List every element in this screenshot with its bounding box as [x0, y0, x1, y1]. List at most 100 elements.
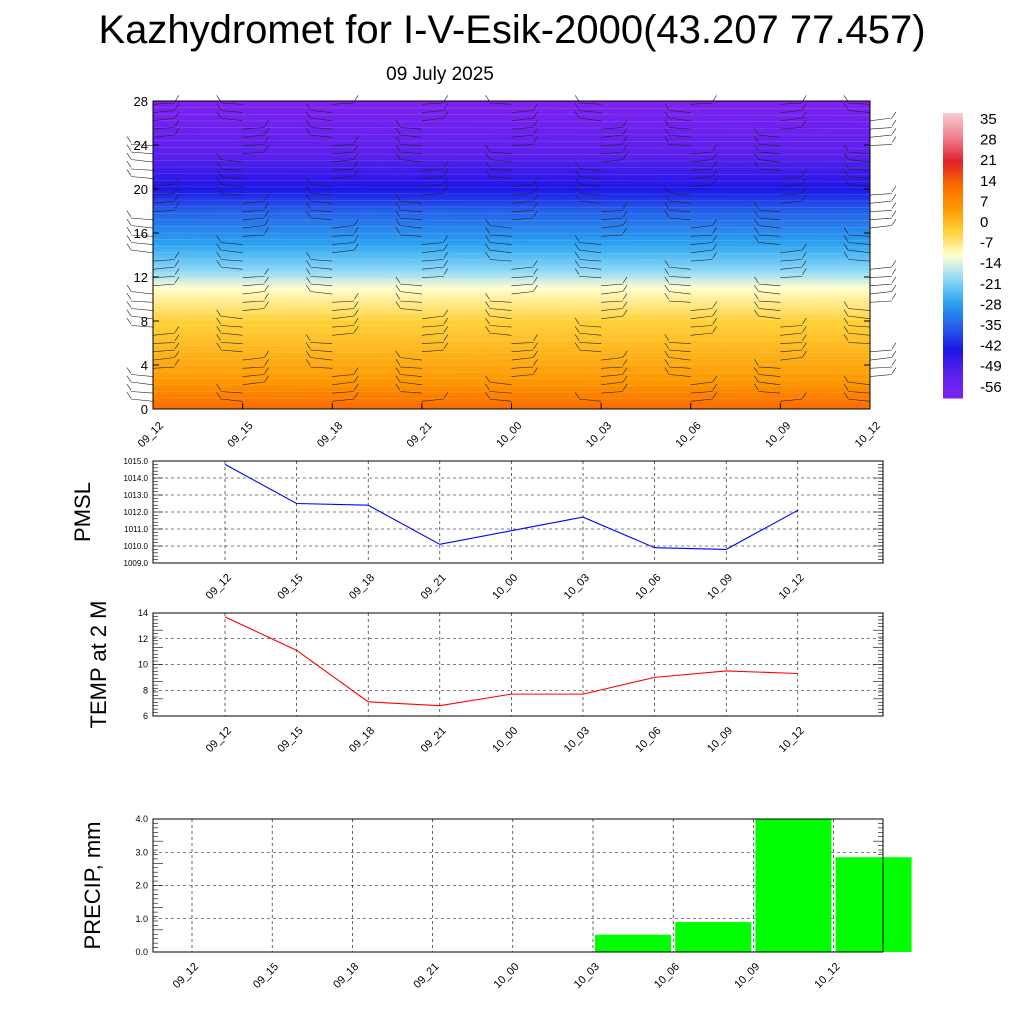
wind-barb: [690, 234, 713, 237]
colorbar-band: [943, 319, 963, 323]
wind-barb: [847, 159, 871, 163]
wind-barb-flag: [126, 383, 132, 391]
wind-barb-flag: [622, 375, 628, 382]
wind-barb: [242, 300, 265, 303]
wind-barb: [220, 398, 243, 402]
wind-barb-flag: [306, 334, 311, 341]
colorbar-band: [943, 193, 963, 197]
wind-barb-flag: [264, 301, 269, 308]
xtick-label: 10_09: [732, 961, 762, 991]
wind-barb: [310, 283, 333, 287]
wind-barb: [399, 283, 422, 287]
wind-barb-flag: [622, 301, 628, 308]
contour-line: [152, 305, 871, 307]
xtick-label: 10_00: [492, 961, 522, 991]
ytick-label: 2.0: [135, 881, 148, 891]
xtick-label: 10_09: [705, 572, 735, 602]
wind-barb: [668, 374, 691, 377]
colorbar-band: [943, 177, 963, 180]
wind-barb: [511, 291, 534, 295]
colorbar-band: [943, 355, 963, 359]
wind-barb: [579, 102, 602, 105]
wind-barb: [668, 349, 691, 353]
ytick-label: 8: [143, 685, 148, 695]
wind-barb-flag: [126, 375, 132, 382]
wind-barb-flag: [485, 375, 490, 382]
colorbar-band: [943, 205, 963, 209]
wind-barb-flag: [395, 136, 401, 143]
wind-barb-flag: [443, 235, 449, 242]
ytick-label: 4.0: [135, 814, 148, 824]
colorbar-band: [943, 238, 963, 242]
colorbar-band: [943, 379, 963, 382]
heatmap-xtick-label: 10_03: [584, 420, 614, 450]
wind-barb: [152, 259, 176, 262]
wind-barb-flag: [533, 210, 538, 217]
colorbar-band: [943, 250, 963, 254]
wind-barb-flag: [126, 284, 132, 292]
wind-barb: [242, 200, 265, 204]
wind-barb: [690, 398, 713, 402]
wind-barb-flag: [754, 359, 759, 366]
wind-barb-flag: [533, 284, 538, 292]
wind-barb: [152, 266, 176, 270]
colorbar-band: [943, 132, 963, 135]
wind-barb: [399, 217, 422, 221]
xtick-label: 10_09: [705, 725, 735, 755]
wind-barb: [489, 159, 512, 163]
wind-barb: [310, 366, 333, 369]
contour-line: [152, 363, 871, 366]
wind-barb-flag: [843, 227, 849, 234]
wind-barb-flag: [354, 309, 359, 316]
colorbar-band: [943, 352, 963, 356]
wind-barb-flag: [802, 243, 807, 250]
wind-barb: [869, 276, 893, 278]
wind-barb: [869, 266, 893, 270]
colorbar-band: [943, 153, 963, 157]
wind-barb: [489, 151, 512, 155]
heatmap-xtick-label: 09_12: [136, 420, 166, 450]
colorbar-band: [943, 208, 963, 211]
wind-barb: [511, 183, 534, 188]
wind-barb: [668, 217, 691, 221]
wind-barb-flag: [174, 128, 180, 135]
wind-barb: [847, 151, 871, 155]
colorbar-band: [943, 191, 963, 195]
colorbar-band: [943, 343, 963, 347]
wind-barb-flag: [126, 293, 132, 300]
xtick-label: 09_15: [275, 725, 305, 755]
wind-barb-flag: [354, 375, 359, 382]
colorbar-band: [943, 200, 963, 204]
wind-barb: [601, 225, 624, 229]
contour-line: [152, 146, 871, 149]
colorbar-band: [943, 139, 963, 142]
heatmap-xtick-label: 10_06: [674, 420, 704, 450]
colorbar-band: [943, 324, 963, 328]
wind-barb-flag: [354, 95, 359, 102]
wind-barb: [489, 176, 512, 179]
wind-barb: [332, 381, 355, 386]
wind-barb-flag: [216, 95, 221, 102]
wind-barb-flag: [216, 243, 221, 250]
wind-barb: [579, 193, 602, 196]
wind-barb: [601, 315, 624, 320]
wind-barb-flag: [264, 144, 269, 151]
wind-barb-flag: [712, 218, 717, 226]
wind-barb: [601, 366, 624, 369]
colorbar-band: [943, 212, 963, 216]
wind-barb-flag: [843, 177, 849, 184]
wind-barb-flag: [306, 103, 311, 110]
wind-barb: [668, 110, 691, 113]
wind-barb: [130, 249, 154, 254]
wind-barb-flag: [216, 383, 221, 391]
colorbar-band: [943, 203, 963, 207]
contour-line: [152, 318, 871, 321]
colorbar-band: [943, 165, 963, 169]
heatmap-ytick-label: 4: [141, 358, 148, 373]
wind-barb-flag: [754, 375, 759, 382]
wind-barb-flag: [574, 235, 580, 242]
wind-barb-flag: [306, 342, 311, 349]
wind-barb: [511, 266, 534, 270]
wind-barb: [690, 151, 713, 155]
wind-barb-flag: [264, 359, 269, 366]
